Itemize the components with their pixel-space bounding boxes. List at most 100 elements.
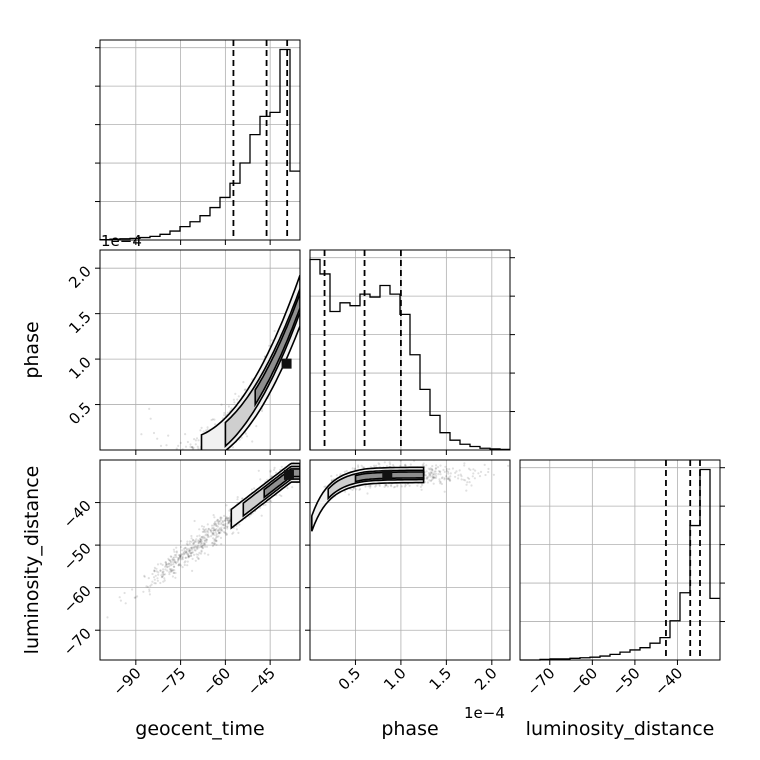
sample-point — [427, 467, 430, 470]
sample-point — [440, 482, 443, 486]
sample-point — [233, 401, 236, 404]
sample-point — [169, 569, 172, 572]
sample-point — [374, 485, 377, 488]
sample-point — [148, 593, 151, 596]
sample-point — [225, 504, 228, 507]
sample-point — [197, 557, 200, 560]
sample-point — [396, 484, 399, 487]
sample-point — [378, 463, 381, 466]
sample-point — [226, 525, 229, 528]
density-peak — [281, 358, 292, 369]
sample-point — [199, 552, 203, 555]
sample-point — [426, 481, 429, 484]
sample-point — [183, 551, 186, 554]
sample-point — [191, 546, 194, 549]
sample-point — [174, 576, 177, 579]
sample-point — [173, 571, 176, 575]
sample-point — [473, 477, 476, 480]
sample-point — [172, 565, 175, 568]
sample-point — [204, 528, 208, 531]
sample-point — [220, 516, 223, 520]
sample-point — [507, 464, 510, 467]
sample-point — [186, 560, 189, 563]
sample-point — [448, 468, 451, 471]
sample-point — [430, 468, 433, 471]
sample-point — [168, 573, 171, 576]
sample-point — [191, 548, 194, 551]
sample-point — [203, 463, 205, 465]
sample-point — [477, 472, 480, 475]
sample-point — [487, 470, 490, 474]
sample-point — [179, 556, 182, 559]
sample-point — [193, 553, 196, 557]
sample-point — [466, 476, 469, 479]
sample-point — [212, 537, 215, 540]
panels: −70 −60 −50 −400.51.01.52.0−70−60−50−40−90−… — [60, 39, 725, 699]
sample-point — [191, 569, 194, 573]
sample-point — [199, 470, 201, 472]
sample-point — [433, 473, 436, 476]
sample-point — [447, 470, 450, 473]
sample-point — [432, 477, 435, 480]
sample-point — [195, 553, 198, 556]
sample-point — [179, 441, 182, 444]
sample-point — [443, 477, 446, 480]
sample-point — [162, 570, 165, 573]
sample-point — [196, 546, 199, 549]
sample-point — [195, 463, 197, 465]
sample-point — [230, 407, 233, 410]
sample-point — [241, 497, 244, 500]
sample-point — [215, 534, 218, 537]
sample-point — [194, 439, 197, 442]
sample-point — [443, 490, 446, 493]
sample-point — [164, 561, 167, 564]
sample-point — [212, 514, 215, 517]
sample-point — [213, 533, 216, 537]
y-tick-label-geocent_time-vs-luminosity_distance: −50 — [60, 539, 95, 574]
sample-point — [224, 524, 227, 528]
sample-point — [215, 451, 217, 453]
sample-point — [433, 470, 436, 473]
sample-point — [213, 453, 215, 455]
sample-point — [189, 554, 192, 557]
sample-point — [389, 463, 392, 466]
sample-point — [353, 468, 356, 471]
sample-point — [204, 539, 207, 542]
sample-point — [188, 550, 191, 553]
sample-point — [347, 493, 350, 496]
sample-point — [197, 544, 200, 547]
sample-point — [213, 528, 217, 532]
sample-point — [188, 540, 191, 543]
sample-point — [170, 466, 172, 468]
x-tick-label-geocent_time-vs-luminosity_distance: −90 — [110, 664, 145, 699]
sample-point — [458, 469, 461, 472]
sample-point — [156, 563, 160, 566]
sample-point — [438, 471, 441, 474]
sample-point — [185, 549, 188, 552]
sample-point — [184, 560, 187, 563]
sample-point — [238, 523, 241, 526]
sample-point — [209, 529, 213, 532]
sample-point — [197, 542, 200, 545]
sample-point — [142, 590, 145, 593]
sample-point — [207, 469, 209, 471]
sample-point — [236, 496, 239, 499]
sample-point — [205, 539, 208, 542]
sample-point — [159, 569, 162, 572]
sample-point — [222, 523, 225, 526]
sample-point — [224, 523, 227, 526]
sample-point — [445, 475, 448, 478]
x-axis-label-geocent-time: geocent_time — [135, 718, 264, 740]
sample-point — [426, 477, 429, 480]
y-tick-label-geocent_time-vs-phase: 1.0 — [65, 353, 95, 383]
sample-point — [225, 517, 228, 520]
sample-point — [196, 445, 199, 448]
sample-point — [169, 564, 172, 567]
sample-point — [154, 582, 157, 585]
sample-point — [242, 381, 245, 384]
sample-point — [199, 539, 202, 542]
sample-point — [435, 474, 438, 478]
sample-point — [424, 474, 428, 477]
sample-point — [364, 485, 367, 488]
sample-point — [215, 520, 218, 523]
